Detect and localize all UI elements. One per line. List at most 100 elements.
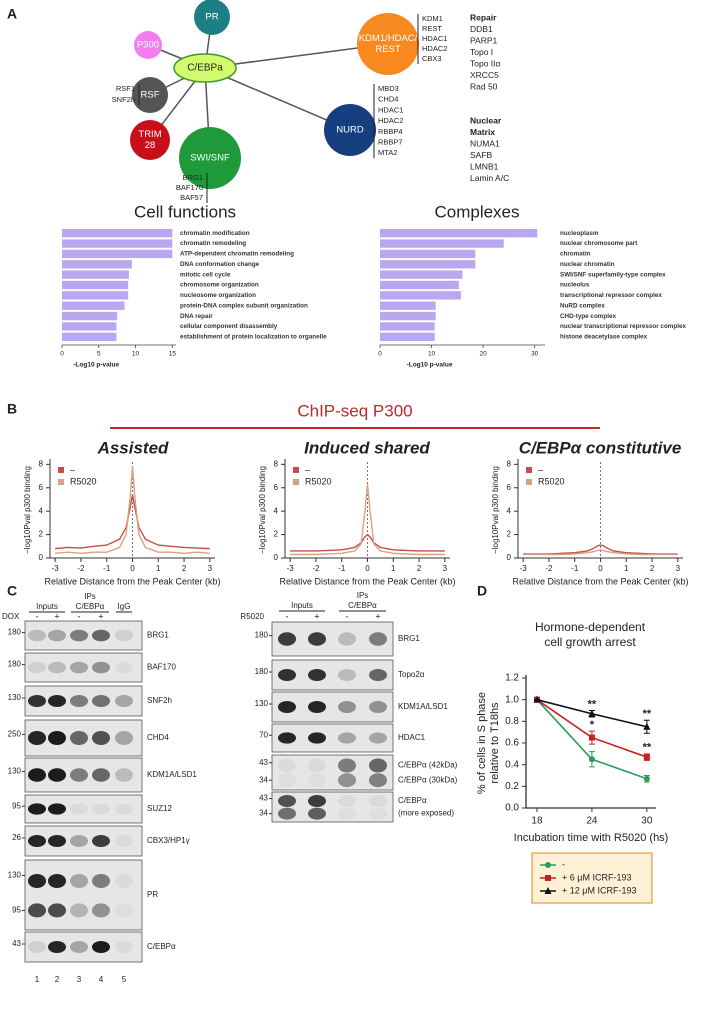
category-label: nucleosome organization <box>180 292 256 299</box>
y-tick-label: 4 <box>274 506 279 515</box>
complex-node <box>324 104 376 156</box>
list-item: Topo I <box>470 47 493 57</box>
band <box>278 732 296 744</box>
series-line <box>523 544 678 555</box>
x-tick-label: -2 <box>77 564 85 573</box>
x-tick-label: -1 <box>338 564 346 573</box>
band <box>278 669 296 681</box>
row-label: CBX3/HP1γ <box>147 836 190 845</box>
band <box>48 661 66 674</box>
x-tick-label: 2 <box>650 564 655 573</box>
blot-group: Inputs <box>36 602 58 611</box>
band <box>70 661 88 674</box>
node-label: SWI/SNF <box>190 153 230 164</box>
legend-label: - <box>562 859 565 869</box>
lane-number: 4 <box>99 975 104 984</box>
x-tick-label: 10 <box>132 351 140 358</box>
point <box>643 775 650 782</box>
legend-swatch <box>293 479 299 485</box>
row-label: BRG1 <box>147 631 169 640</box>
member: HDAC2 <box>378 116 403 125</box>
size-marker: 180 <box>8 660 22 669</box>
blot-sign: - <box>78 611 81 621</box>
band <box>92 835 110 847</box>
category-label: nuclear chromatin <box>560 261 615 268</box>
band <box>369 632 387 646</box>
point <box>643 754 650 761</box>
x-tick-label: 0 <box>598 564 603 573</box>
list-item: PARP1 <box>470 35 498 45</box>
blot-group: Inputs <box>291 601 313 610</box>
band <box>28 835 46 847</box>
list-item: LMNB1 <box>470 161 499 171</box>
bar <box>380 311 436 321</box>
lane-number: 2 <box>55 975 60 984</box>
y-tick-label: 0.2 <box>505 781 519 792</box>
y-tick-label: 8 <box>274 459 279 468</box>
size-marker: 180 <box>255 667 269 676</box>
list-heading: Repair <box>470 12 497 22</box>
size-marker: 34 <box>259 809 268 818</box>
band <box>92 695 110 707</box>
x-tick-label: -1 <box>103 564 111 573</box>
bar <box>380 301 436 310</box>
band <box>278 795 296 807</box>
category-label: mitotic cell cycle <box>180 271 231 278</box>
legend-swatch <box>58 479 64 485</box>
band <box>115 941 133 953</box>
band <box>308 669 326 681</box>
chart-title: Cell functions <box>134 202 236 221</box>
complex-node <box>132 77 168 113</box>
row-label: BAF170 <box>147 663 176 672</box>
band <box>278 807 296 820</box>
band <box>92 731 110 745</box>
y-tick-label: 0.8 <box>505 716 519 727</box>
band <box>115 803 133 815</box>
annotation: ** <box>643 708 652 720</box>
bar <box>380 260 476 269</box>
x-tick-label: 3 <box>208 564 213 573</box>
complex-node <box>130 120 170 160</box>
x-tick-label: 1 <box>156 564 161 573</box>
bar <box>380 280 459 290</box>
center-node <box>173 53 237 83</box>
y-tick-label: 8 <box>507 459 512 468</box>
list-item: SAFB <box>470 150 493 160</box>
band <box>92 903 110 918</box>
bar <box>62 322 117 331</box>
blot-sign: - <box>346 611 349 621</box>
x-tick-label: 0 <box>130 564 135 573</box>
member: RBBP4 <box>378 127 403 136</box>
point <box>588 756 595 763</box>
y-axis-label: −log10Pval p300 binding <box>491 466 500 554</box>
complex-node <box>134 31 162 59</box>
y-axis-label: −log10Pval p300 binding <box>258 466 267 554</box>
row-label: KDM1A/LSD1 <box>147 770 197 779</box>
y-tick-label: 0.6 <box>505 738 519 749</box>
x-tick-label: 3 <box>676 564 681 573</box>
x-tick-label: -3 <box>52 564 60 573</box>
x-tick-label: 1 <box>391 564 396 573</box>
node-label: P300 <box>137 40 159 51</box>
category-label: cellular component disassembly <box>180 323 278 330</box>
row-label: C/EBPα <box>398 796 427 805</box>
band <box>28 629 46 642</box>
x-tick-label: 10 <box>428 351 436 358</box>
x-tick-label: 20 <box>480 351 488 358</box>
x-tick-label: -2 <box>545 564 553 573</box>
band <box>48 903 66 918</box>
blot-treatment: R5020 <box>240 612 264 621</box>
size-marker: 26 <box>12 833 21 842</box>
point <box>588 709 596 717</box>
size-marker: 130 <box>8 767 22 776</box>
node-label: TRIM <box>138 129 161 140</box>
category-label: nucleoplasm <box>560 230 599 237</box>
bar <box>380 229 538 238</box>
band <box>308 807 326 820</box>
band <box>70 629 88 642</box>
x-tick-label: -3 <box>520 564 528 573</box>
band <box>115 731 133 745</box>
node-label: 28 <box>145 140 156 151</box>
blot-strip <box>24 859 143 931</box>
x-tick-label: 0 <box>378 351 382 358</box>
